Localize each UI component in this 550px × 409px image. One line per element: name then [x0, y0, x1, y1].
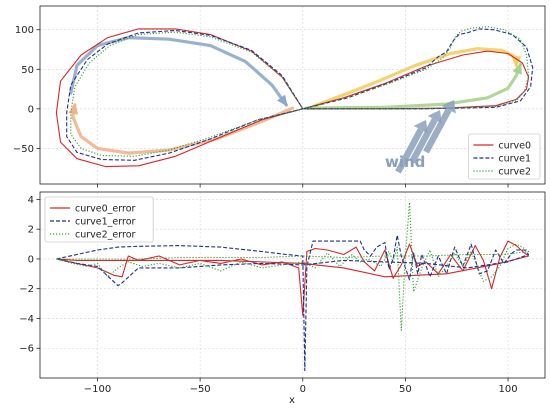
x-tick-label: −50 [190, 384, 211, 395]
x-tick-label: −100 [84, 384, 111, 395]
guide-arrow-2 [311, 47, 518, 109]
wind-arrowhead-2 [427, 110, 442, 124]
x-tick-label: 0 [300, 384, 306, 395]
top-axes-frame [39, 5, 546, 185]
y-tick-label: 4 [28, 195, 34, 206]
top-y-ticks: −50 0 50 100 [13, 25, 509, 188]
y-tick-label: 0 [28, 254, 34, 265]
guide-arrowhead-1 [277, 94, 288, 107]
legend-label-curve0_error: curve0_error [75, 204, 136, 215]
legend-label-curve2_error: curve2_error [75, 230, 136, 241]
series-line-curve2_error [56, 201, 530, 331]
y-tick-label: 100 [15, 25, 34, 36]
x-tick-label: 50 [399, 384, 412, 395]
legend-label-curve0: curve0 [498, 141, 531, 152]
legend-label-curve1: curve1 [498, 154, 531, 165]
bottom-series [56, 201, 530, 372]
wind-arrow-2 [409, 118, 438, 164]
y-tick-label: −6 [19, 344, 34, 355]
top-legend: curve0 curve1 curve2 [467, 133, 541, 180]
x-tick-label: 100 [499, 384, 518, 395]
guide-arrow-1 [69, 36, 288, 107]
top-plot-panel: wind −50 0 50 100 curve0 curve1 curve2 [13, 5, 546, 188]
wind-arrowhead-3 [441, 100, 456, 114]
series-line-curve1 [66, 28, 534, 161]
series-line-curve0 [55, 28, 530, 168]
guide-arrow-3 [71, 103, 295, 155]
wind-arrow-1 [395, 128, 424, 174]
bottom-legend: curve0_error curve1_error curve2_error [44, 196, 154, 243]
y-tick-label: −50 [13, 144, 34, 155]
y-tick-label: 50 [21, 65, 34, 76]
wind-annotation: wind [385, 100, 456, 174]
legend-label-curve1_error: curve1_error [75, 217, 136, 228]
y-tick-label: 0 [28, 104, 34, 115]
guide-arrow-4 [305, 62, 522, 110]
legend-box [44, 196, 154, 243]
guide-arrowhead-2 [511, 56, 522, 68]
y-tick-label: −2 [19, 284, 34, 295]
top-guide-arrows [68, 36, 522, 155]
y-tick-label: 2 [28, 225, 34, 236]
wind-arrowhead-1 [413, 120, 428, 134]
wind-arrow-3 [423, 108, 452, 154]
guide-arrowhead-4 [512, 62, 522, 75]
y-tick-label: −4 [19, 314, 34, 325]
bottom-ticks: −100 −50 0 50 100 −6 −4 −2 0 2 4 [19, 195, 517, 395]
bottom-axes-frame [39, 191, 546, 379]
series-line-curve1_error [56, 234, 530, 372]
x-axis-title: x [289, 395, 295, 406]
top-series [55, 26, 534, 168]
series-line-curve2 [70, 26, 530, 157]
wind-label: wind [385, 153, 425, 171]
legend-label-curve2: curve2 [498, 167, 531, 178]
